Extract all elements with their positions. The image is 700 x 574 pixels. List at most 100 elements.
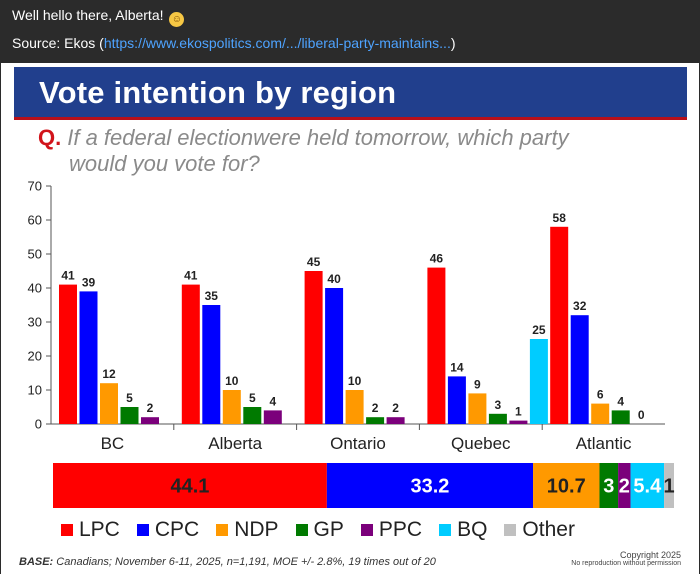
grinning-face-icon: ☺ <box>169 12 185 27</box>
x-tick-label-ontario: Ontario <box>330 434 386 453</box>
legend-swatch-gp <box>295 524 308 536</box>
bar-atlantic-lpc <box>550 226 569 424</box>
y-tick-label-70: 70 <box>28 179 42 194</box>
legend-item-cpc: CPC <box>136 518 200 542</box>
bar-bc-gp <box>120 407 139 424</box>
bar-quebec-ndp <box>468 393 487 424</box>
bar-alberta-gp <box>243 407 262 424</box>
data-label-bc-lpc: 41 <box>61 269 75 283</box>
bar-atlantic-cpc <box>570 315 589 424</box>
data-label-quebec-ppc: 1 <box>515 405 522 419</box>
legend-label-cpc: CPC <box>154 518 200 541</box>
bar-alberta-cpc <box>202 305 221 424</box>
base-text: Canadians; November 6-11, 2025, n=1,191,… <box>53 556 436 568</box>
y-tick-label-10: 10 <box>28 383 42 398</box>
stacked-label-lpc: 44.1 <box>170 476 209 498</box>
stacked-segment-bq <box>630 463 665 508</box>
bar-quebec-lpc <box>427 267 446 424</box>
y-tick-label-30: 30 <box>28 315 42 330</box>
y-tick-label-50: 50 <box>28 247 42 262</box>
bar-alberta-lpc <box>181 284 200 424</box>
data-label-bc-gp: 5 <box>126 391 133 405</box>
x-tick-label-bc: BC <box>101 434 125 453</box>
stacked-label-ndp: 10.7 <box>547 476 586 498</box>
legend-item-bq: BQ <box>439 518 487 542</box>
data-label-ontario-ppc: 2 <box>392 401 399 415</box>
stacked-label-bq: 5.4 <box>633 476 662 498</box>
data-label-alberta-ndp: 10 <box>225 374 239 388</box>
x-tick-label-quebec: Quebec <box>451 434 511 453</box>
stacked-label-ppc: 2 <box>619 476 630 498</box>
legend-label-other: Other <box>522 518 575 541</box>
bar-ontario-gp <box>366 417 385 424</box>
x-tick-label-alberta: Alberta <box>208 434 262 453</box>
post-source: Source: Ekos (https://www.ekospolitics.c… <box>12 35 456 51</box>
data-label-bc-ndp: 12 <box>102 367 116 381</box>
legend-swatch-bq <box>439 524 452 536</box>
question-marker: Q. <box>38 125 62 150</box>
data-label-alberta-ppc: 4 <box>269 394 276 408</box>
y-tick-label-60: 60 <box>28 213 42 228</box>
post-text-line1: Well hello there, Alberta! ☺ <box>12 7 185 27</box>
data-label-ontario-gp: 2 <box>372 401 379 415</box>
bar-bc-cpc <box>79 291 98 424</box>
stacked-label-other: 1 <box>663 476 674 498</box>
stacked-label-gp: 3 <box>603 476 614 498</box>
title-banner: Vote intention by region <box>14 67 687 120</box>
chart-image[interactable]: Vote intention by region Q. If a federal … <box>1 63 699 574</box>
bar-atlantic-ndp <box>591 403 610 424</box>
bar-ontario-lpc <box>304 271 323 424</box>
legend-item-gp: GP <box>295 518 344 542</box>
data-label-bc-ppc: 2 <box>147 401 154 415</box>
bar-atlantic-gp <box>611 410 630 424</box>
data-label-ontario-ndp: 10 <box>348 374 362 388</box>
stacked-segment-ndp <box>533 463 600 508</box>
legend-item-lpc: LPC <box>61 518 120 542</box>
x-tick-label-atlantic: Atlantic <box>576 434 632 453</box>
legend-swatch-cpc <box>136 524 149 536</box>
data-label-atlantic-ndp: 6 <box>597 388 604 402</box>
stacked-segment-gp <box>599 463 619 508</box>
base-label: BASE: <box>19 556 54 568</box>
legend-label-ppc: PPC <box>378 518 423 541</box>
question-line2: would you vote for? <box>69 151 260 176</box>
legend-item-ppc: PPC <box>360 518 423 542</box>
data-label-quebec-cpc: 14 <box>450 360 464 374</box>
data-label-quebec-bq: 25 <box>532 323 546 337</box>
bar-bc-lpc <box>59 284 77 424</box>
stacked-segment-cpc <box>326 463 534 508</box>
legend-item-ndp: NDP <box>216 518 279 542</box>
bar-quebec-ppc <box>509 420 528 424</box>
legend-label-ndp: NDP <box>234 518 279 541</box>
data-label-quebec-lpc: 46 <box>430 252 444 266</box>
legend-label-bq: BQ <box>457 518 488 541</box>
data-label-alberta-cpc: 35 <box>205 289 219 303</box>
legend-label-gp: GP <box>313 518 344 541</box>
data-label-atlantic-ppc: 0 <box>638 408 645 422</box>
data-label-quebec-ndp: 9 <box>474 377 481 391</box>
bar-ontario-ndp <box>345 390 364 424</box>
legend-swatch-ppc <box>360 524 373 536</box>
stacked-segment-lpc <box>53 463 327 508</box>
data-label-atlantic-cpc: 32 <box>573 299 587 313</box>
source-link[interactable]: https://www.ekospolitics.com/.../liberal… <box>103 35 451 51</box>
y-tick-label-40: 40 <box>28 281 42 296</box>
copyright-line2: No reproduction without permission <box>571 560 681 567</box>
copyright-line1: Copyright 2025 <box>619 550 681 560</box>
bar-quebec-bq <box>529 339 548 424</box>
legend-label-lpc: LPC <box>79 518 120 541</box>
bar-quebec-gp <box>488 413 507 424</box>
legend-item-other: Other <box>504 518 575 542</box>
data-label-alberta-gp: 5 <box>249 391 256 405</box>
bar-alberta-ndp <box>222 390 241 424</box>
y-tick-label-20: 20 <box>28 349 42 364</box>
data-label-quebec-gp: 3 <box>495 398 502 412</box>
copyright: Copyright 2025 No reproduction without p… <box>571 550 681 567</box>
bar-bc-ndp <box>100 383 118 424</box>
bar-bc-ppc <box>141 417 159 424</box>
source-suffix: ) <box>450 35 456 51</box>
stacked-segment-other <box>664 463 674 508</box>
source-prefix: Source: Ekos ( <box>12 35 104 51</box>
bar-quebec-cpc <box>447 376 466 424</box>
